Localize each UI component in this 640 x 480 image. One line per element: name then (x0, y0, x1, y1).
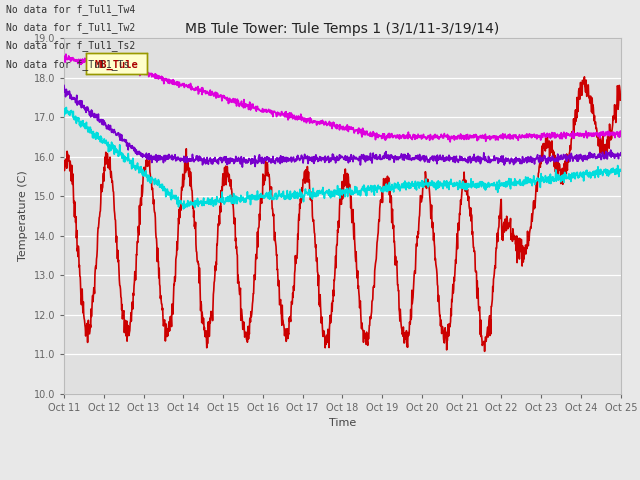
Text: No data for f_Tul1_Tw4: No data for f_Tul1_Tw4 (6, 4, 136, 15)
Text: No data for f_Tul1_Tw2: No data for f_Tul1_Tw2 (6, 22, 136, 33)
Legend: Tul1_Tw+10cm, Tul1_Ts-8cm, Tul1_Ts-16cm, Tul1_Ts-32cm: Tul1_Tw+10cm, Tul1_Ts-8cm, Tul1_Ts-16cm,… (121, 475, 564, 480)
Text: No data for f_Tul1_Ts: No data for f_Tul1_Ts (6, 59, 130, 70)
Text: No data for f_Tul1_Ts2: No data for f_Tul1_Ts2 (6, 40, 136, 51)
X-axis label: Time: Time (329, 418, 356, 428)
Text: MB_Tule: MB_Tule (95, 60, 139, 70)
Title: MB Tule Tower: Tule Temps 1 (3/1/11-3/19/14): MB Tule Tower: Tule Temps 1 (3/1/11-3/19… (185, 22, 500, 36)
Y-axis label: Temperature (C): Temperature (C) (18, 170, 28, 262)
